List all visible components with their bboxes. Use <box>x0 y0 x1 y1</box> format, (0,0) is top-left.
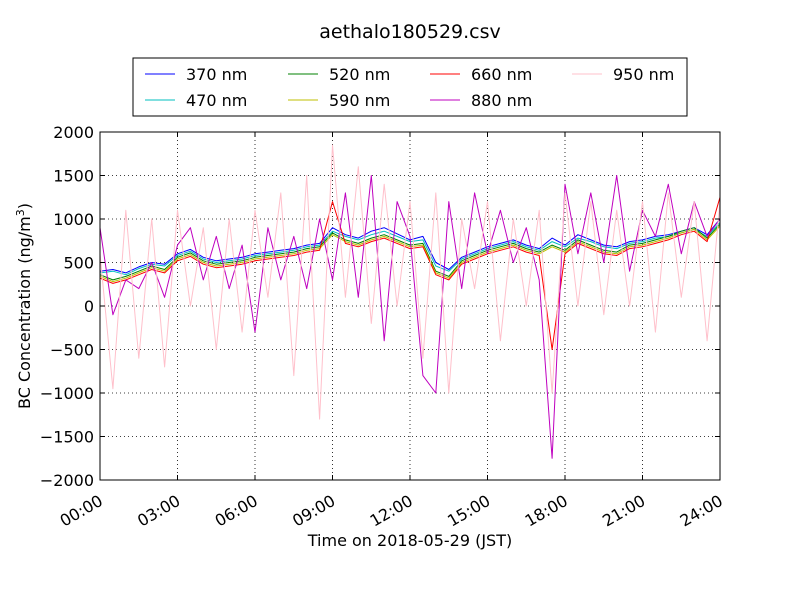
series-line-520-nm <box>99 223 721 281</box>
y-axis: 2000 1500 1000 500 0 −500 −1000 −1500 −2000 <box>40 123 720 490</box>
series-line-660-nm <box>99 197 721 350</box>
y-tick-label: −500 <box>50 341 94 360</box>
y-axis-label-main: BC Concentration (ng/m <box>15 216 34 409</box>
y-tick-label: −2000 <box>40 471 94 490</box>
y-axis-label: BC Concentration (ng/m3) <box>14 203 34 409</box>
y-axis-label-end: ) <box>15 203 34 209</box>
legend-label: 880 nm <box>471 91 532 110</box>
legend-label: 660 nm <box>471 65 532 84</box>
legend-label: 950 nm <box>613 65 674 84</box>
y-tick-label: 2000 <box>53 123 94 142</box>
y-axis-label-superscript: 3 <box>14 209 27 216</box>
y-tick-label: 500 <box>63 254 94 273</box>
series-line-590-nm <box>99 225 721 283</box>
series-line-880-nm <box>99 175 721 459</box>
series-layer <box>99 144 721 459</box>
y-tick-label: 0 <box>84 297 94 316</box>
series-line-950-nm <box>99 144 721 420</box>
y-tick-label: −1500 <box>40 428 94 447</box>
legend-label: 470 nm <box>186 91 247 110</box>
y-tick-label: 1000 <box>53 210 94 229</box>
x-axis-label: Time on 2018-05-29 (JST) <box>307 531 512 550</box>
y-tick-label: 1500 <box>53 167 94 186</box>
legend-box <box>132 57 688 117</box>
y-tick-label: −1000 <box>40 384 94 403</box>
legend-label: 590 nm <box>329 91 390 110</box>
chart-title: aethalo180529.csv <box>319 21 501 43</box>
legend-label: 520 nm <box>329 65 390 84</box>
legend: 370 nm 470 nm 520 nm 590 nm 660 nm 880 nm 950 … <box>132 57 688 117</box>
legend-label: 370 nm <box>186 65 247 84</box>
